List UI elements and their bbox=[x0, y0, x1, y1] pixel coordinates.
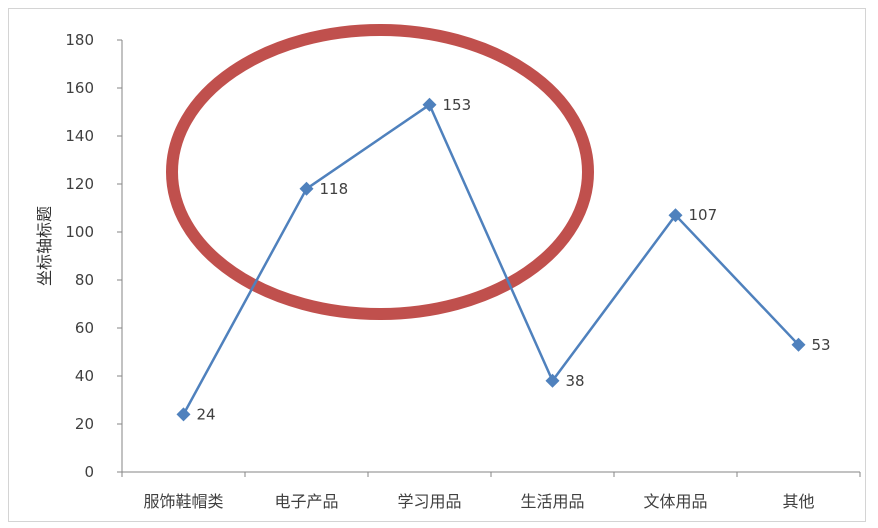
y-tick-label: 140 bbox=[65, 127, 94, 145]
y-axis-title: 坐标轴标题 bbox=[35, 206, 54, 286]
data-label: 118 bbox=[320, 180, 349, 198]
annotation-ellipse bbox=[166, 24, 594, 320]
y-tick-label: 80 bbox=[75, 271, 94, 289]
data-point-marker bbox=[176, 407, 191, 422]
data-label: 53 bbox=[812, 336, 831, 354]
y-tick-label: 120 bbox=[65, 175, 94, 193]
y-tick-label: 60 bbox=[75, 319, 94, 337]
data-point-marker bbox=[545, 373, 560, 388]
data-label: 38 bbox=[566, 372, 585, 390]
y-tick-label: 20 bbox=[75, 415, 94, 433]
x-category-label: 学习用品 bbox=[397, 492, 461, 511]
data-label: 24 bbox=[197, 405, 216, 423]
x-category-label: 其他 bbox=[782, 492, 814, 511]
y-tick-label: 0 bbox=[84, 463, 94, 481]
data-point-marker bbox=[422, 97, 437, 112]
y-tick-label: 40 bbox=[75, 367, 94, 385]
x-category-label: 生活用品 bbox=[520, 492, 584, 511]
data-point-marker bbox=[299, 181, 314, 196]
data-point-marker bbox=[791, 337, 806, 352]
data-point-marker bbox=[668, 208, 683, 223]
y-tick-label: 160 bbox=[65, 79, 94, 97]
y-tick-label: 180 bbox=[65, 31, 94, 49]
data-label: 107 bbox=[689, 206, 718, 224]
series-line bbox=[182, 103, 800, 415]
y-tick-label: 100 bbox=[65, 223, 94, 241]
x-category-label: 服饰鞋帽类 bbox=[143, 492, 223, 511]
data-label: 153 bbox=[443, 96, 472, 114]
x-category-label: 电子产品 bbox=[274, 492, 338, 511]
x-category-label: 文体用品 bbox=[643, 492, 707, 511]
